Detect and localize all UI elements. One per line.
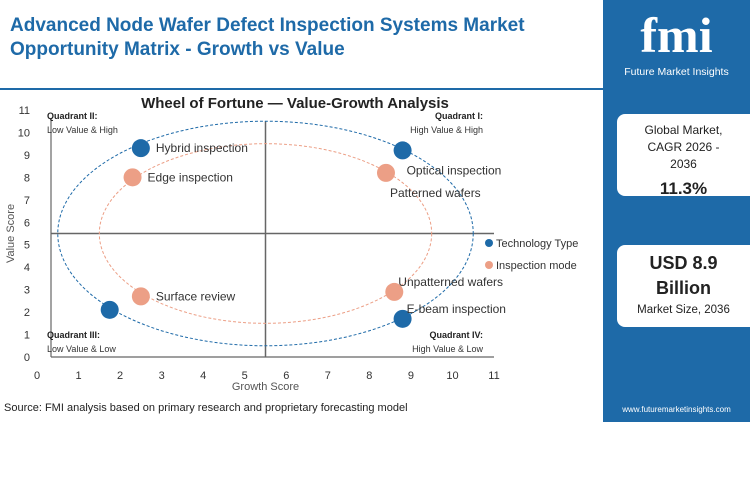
x-tick-label: 4 xyxy=(200,370,206,382)
market-size-value: USD 8.9 Billion xyxy=(649,253,718,298)
data-label: E-beam inspection xyxy=(407,302,506,316)
data-label: Optical inspection xyxy=(407,163,502,177)
data-label: Unpatterned wafers xyxy=(398,275,503,289)
data-point xyxy=(100,300,119,319)
data-label: Patterned wafers xyxy=(390,186,481,200)
market-size-card: USD 8.9 Billion Market Size, 2036 xyxy=(617,245,750,327)
x-tick-label: 2 xyxy=(117,370,123,382)
chart: Wheel of Fortune — Value-Growth Analysis… xyxy=(5,95,578,393)
y-axis-label: Value Score xyxy=(5,204,17,263)
data-label: Edge inspection xyxy=(148,170,233,184)
chart-title: Wheel of Fortune — Value-Growth Analysis xyxy=(141,95,449,112)
x-tick-label: 0 xyxy=(34,370,40,382)
y-tick-label: 8 xyxy=(24,172,30,184)
x-tick-label: 6 xyxy=(283,370,289,382)
y-tick-label: 3 xyxy=(24,285,30,297)
cagr-label: Global Market, CAGR 2026 - 2036 xyxy=(644,123,723,171)
x-tick-label: 9 xyxy=(408,370,414,382)
x-tick-label: 1 xyxy=(75,370,81,382)
y-tick-label: 11 xyxy=(19,105,30,117)
y-tick-label: 1 xyxy=(24,330,30,342)
data-point xyxy=(131,287,150,306)
website-link[interactable]: www.futuremarketinsights.com xyxy=(622,405,731,414)
data-point xyxy=(393,141,412,160)
quadrant-title: Quadrant IV: xyxy=(429,330,483,340)
data-point xyxy=(123,168,142,187)
cagr-card: Global Market, CAGR 2026 - 2036 11.3% xyxy=(617,114,750,198)
x-tick-label: 3 xyxy=(159,370,165,382)
y-tick-label: 9 xyxy=(24,150,30,162)
market-size-label: Market Size, 2036 xyxy=(637,304,730,316)
quadrant-desc: Low Value & High xyxy=(47,125,118,135)
quadrant-desc: High Value & High xyxy=(410,125,483,135)
x-axis-label: Growth Score xyxy=(232,381,299,393)
source-note: Source: FMI analysis based on primary re… xyxy=(4,402,408,414)
cagr-value: 11.3% xyxy=(659,179,708,198)
legend-label: Inspection mode xyxy=(496,260,577,272)
legend-marker xyxy=(485,261,493,269)
brand-name: Future Market Insights xyxy=(624,66,729,78)
y-tick-label: 5 xyxy=(24,240,30,252)
y-tick-label: 2 xyxy=(24,307,30,319)
legend-marker xyxy=(485,239,493,247)
data-point xyxy=(131,139,150,158)
quadrant-title: Quadrant I: xyxy=(435,111,483,121)
x-tick-label: 11 xyxy=(488,370,499,382)
x-tick-label: 7 xyxy=(325,370,331,382)
data-point xyxy=(376,163,395,182)
y-tick-label: 6 xyxy=(24,217,30,229)
data-point xyxy=(385,282,404,301)
fmi-logo: fmi xyxy=(640,7,713,63)
legend-label: Technology Type xyxy=(496,238,578,250)
y-tick-label: 0 xyxy=(24,352,30,364)
x-tick-label: 8 xyxy=(366,370,372,382)
ring-1 xyxy=(98,143,433,324)
quadrant-desc: High Value & Low xyxy=(412,344,483,354)
quadrant-desc: Low Value & Low xyxy=(47,344,116,354)
data-point xyxy=(393,309,412,328)
y-tick-label: 10 xyxy=(18,127,30,139)
data-label: Surface review xyxy=(156,289,236,303)
y-tick-label: 4 xyxy=(24,262,30,274)
page-title: Advanced Node Wafer Defect Inspection Sy… xyxy=(10,15,525,60)
quadrant-title: Quadrant II: xyxy=(47,111,98,121)
x-tick-label: 5 xyxy=(242,370,248,382)
brand-panel: fmi Future Market Insights Global Market… xyxy=(603,0,750,422)
header-divider xyxy=(0,88,603,90)
ring-0 xyxy=(57,120,474,347)
x-tick-label: 10 xyxy=(446,370,458,382)
y-tick-label: 7 xyxy=(24,195,30,207)
quadrant-title: Quadrant III: xyxy=(47,330,100,340)
data-label: Hybrid inspection xyxy=(156,141,248,155)
